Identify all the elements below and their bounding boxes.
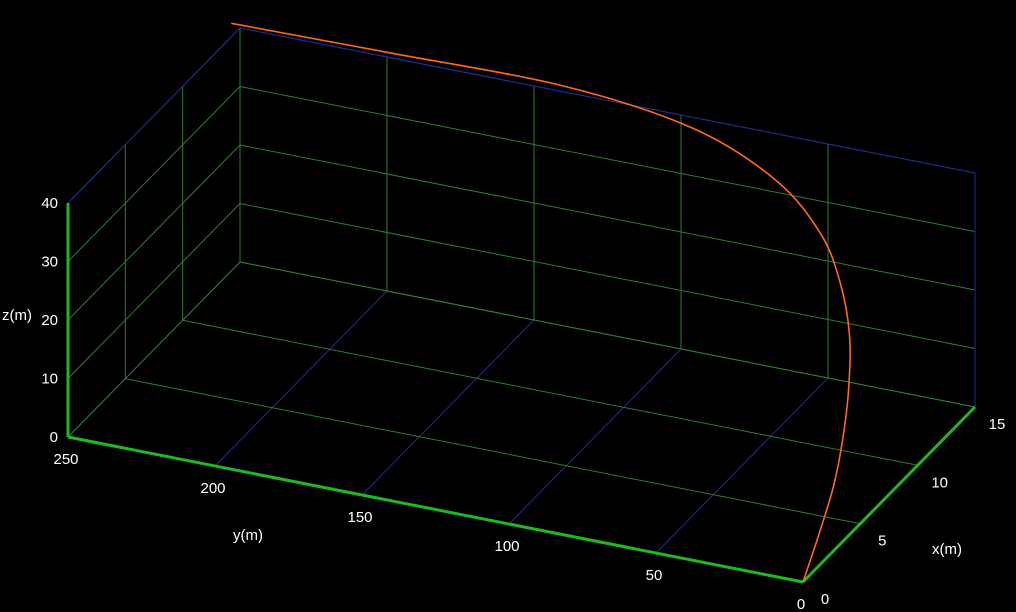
y-tick-label: 150	[347, 509, 372, 526]
y-axis-title: y(m)	[233, 527, 263, 544]
z-axis-title: z(m)	[2, 307, 32, 324]
floor-grid-line-y	[182, 319, 918, 466]
y-tick-label: 50	[646, 567, 663, 584]
y-axis-line	[67, 435, 804, 584]
grid-layer	[67, 27, 976, 583]
x-tick-label: 0	[821, 591, 829, 608]
z-tick-label: 40	[41, 195, 58, 212]
label-layer: x(m) y(m) z(m) 0510150501001502002500102…	[2, 195, 1005, 612]
side-wall-grid-line-h	[67, 86, 241, 262]
series-layer	[231, 22, 851, 583]
x-axis-title: x(m)	[932, 541, 962, 558]
y-tick-label: 0	[797, 596, 805, 612]
x-tick-label: 10	[931, 474, 948, 491]
trajectory-series-line	[231, 22, 851, 583]
z-tick-label: 10	[41, 371, 58, 388]
y-tick-label: 200	[200, 480, 225, 497]
axis-layer	[66, 203, 977, 584]
y-tick-label: 100	[494, 538, 519, 555]
side-wall-grid-line-h	[67, 261, 241, 438]
x-tick-label: 15	[989, 416, 1006, 433]
z-tick-label: 0	[50, 429, 58, 446]
side-wall-grid-line-h	[67, 144, 241, 321]
x-tick-label: 5	[878, 533, 886, 550]
box-edge	[67, 27, 241, 204]
floor-grid-line-x	[361, 319, 535, 496]
side-wall-grid-line-h	[67, 203, 241, 379]
floor-grid-line-y	[125, 378, 861, 525]
back-wall-grid-line-h	[239, 203, 976, 349]
x-axis-line	[801, 405, 977, 584]
box-edge	[239, 27, 976, 174]
back-wall-grid-line-h	[239, 86, 976, 232]
back-wall-grid-line-h	[239, 261, 976, 408]
back-wall-grid-line-h	[239, 144, 976, 291]
floor-grid-line-x	[655, 377, 829, 554]
z-tick-label: 30	[41, 254, 58, 271]
z-tick-label: 20	[41, 312, 58, 329]
floor-grid-line-x	[508, 348, 682, 525]
y-tick-label: 250	[53, 451, 78, 468]
floor-grid-line-x	[214, 290, 388, 467]
